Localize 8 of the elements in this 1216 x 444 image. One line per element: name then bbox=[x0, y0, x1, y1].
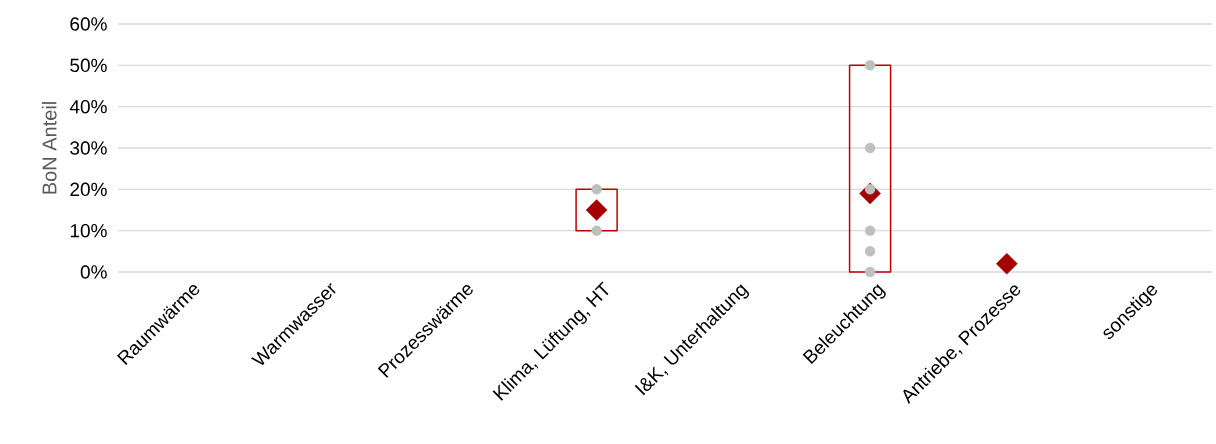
y-tick-label: 20% bbox=[70, 182, 107, 197]
y-tick-label: 0% bbox=[80, 265, 107, 279]
y-tick-label: 60% bbox=[70, 17, 107, 31]
y-axis-title: BoN Anteil bbox=[41, 102, 57, 194]
y-tick-label: 30% bbox=[70, 141, 107, 155]
y-tick-label: 40% bbox=[69, 99, 107, 114]
y-tick-label: 10% bbox=[70, 223, 107, 238]
y-tick-label: 50% bbox=[70, 58, 107, 73]
